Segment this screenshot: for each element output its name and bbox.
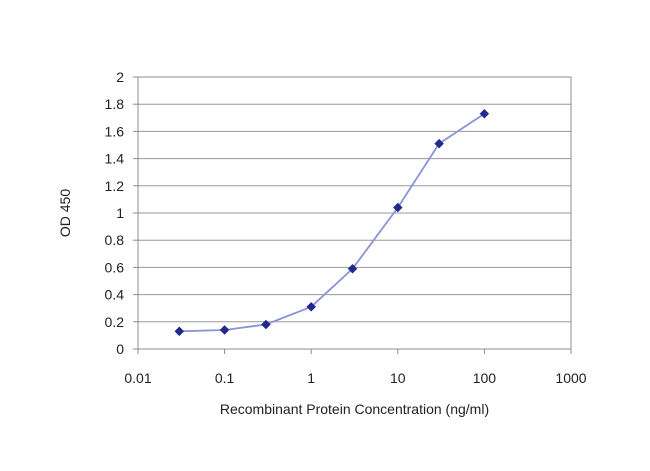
x-axis-title: Recombinant Protein Concentration (ng/ml… — [220, 401, 489, 417]
y-tick-label: 0.6 — [105, 259, 125, 275]
y-tick-label: 0.2 — [105, 314, 125, 330]
x-tick-label: 100 — [473, 370, 497, 386]
data-point — [479, 108, 490, 119]
y-tick-label: 1.2 — [105, 178, 125, 194]
y-axis-title: OD 450 — [57, 189, 73, 237]
grid-lines — [138, 103, 571, 323]
y-tick-label: 1.8 — [105, 96, 125, 112]
y-tick-label: 0 — [116, 341, 124, 357]
data-point — [261, 319, 271, 330]
y-tick-labels: 0 0.2 0.4 0.6 0.8 1 1.2 1.4 1.6 1.8 2 — [105, 69, 125, 357]
y-tick-label: 1.4 — [105, 151, 125, 167]
x-tick-label: 1 — [307, 370, 315, 386]
x-tick-label: 0.1 — [215, 370, 235, 386]
y-tick-label: 1.6 — [105, 123, 125, 139]
y-tick-label: 0.4 — [105, 287, 125, 303]
y-tick-label: 1 — [116, 205, 124, 221]
y-tick-label: 0.8 — [105, 232, 125, 248]
data-point — [434, 138, 444, 149]
axis-ticks — [133, 76, 572, 354]
data-point — [392, 202, 403, 213]
data-point — [174, 326, 185, 337]
y-tick-label: 2 — [116, 69, 124, 85]
x-tick-label: 1000 — [555, 370, 586, 386]
series-line — [179, 112, 485, 333]
x-tick-labels: 0.01 0.1 1 10 100 1000 — [124, 370, 586, 386]
data-point — [347, 263, 358, 274]
series-layer — [174, 108, 490, 337]
x-tick-label: 10 — [390, 370, 406, 386]
x-tick-label: 0.01 — [124, 370, 151, 386]
data-point — [219, 325, 230, 335]
data-point — [306, 301, 317, 312]
